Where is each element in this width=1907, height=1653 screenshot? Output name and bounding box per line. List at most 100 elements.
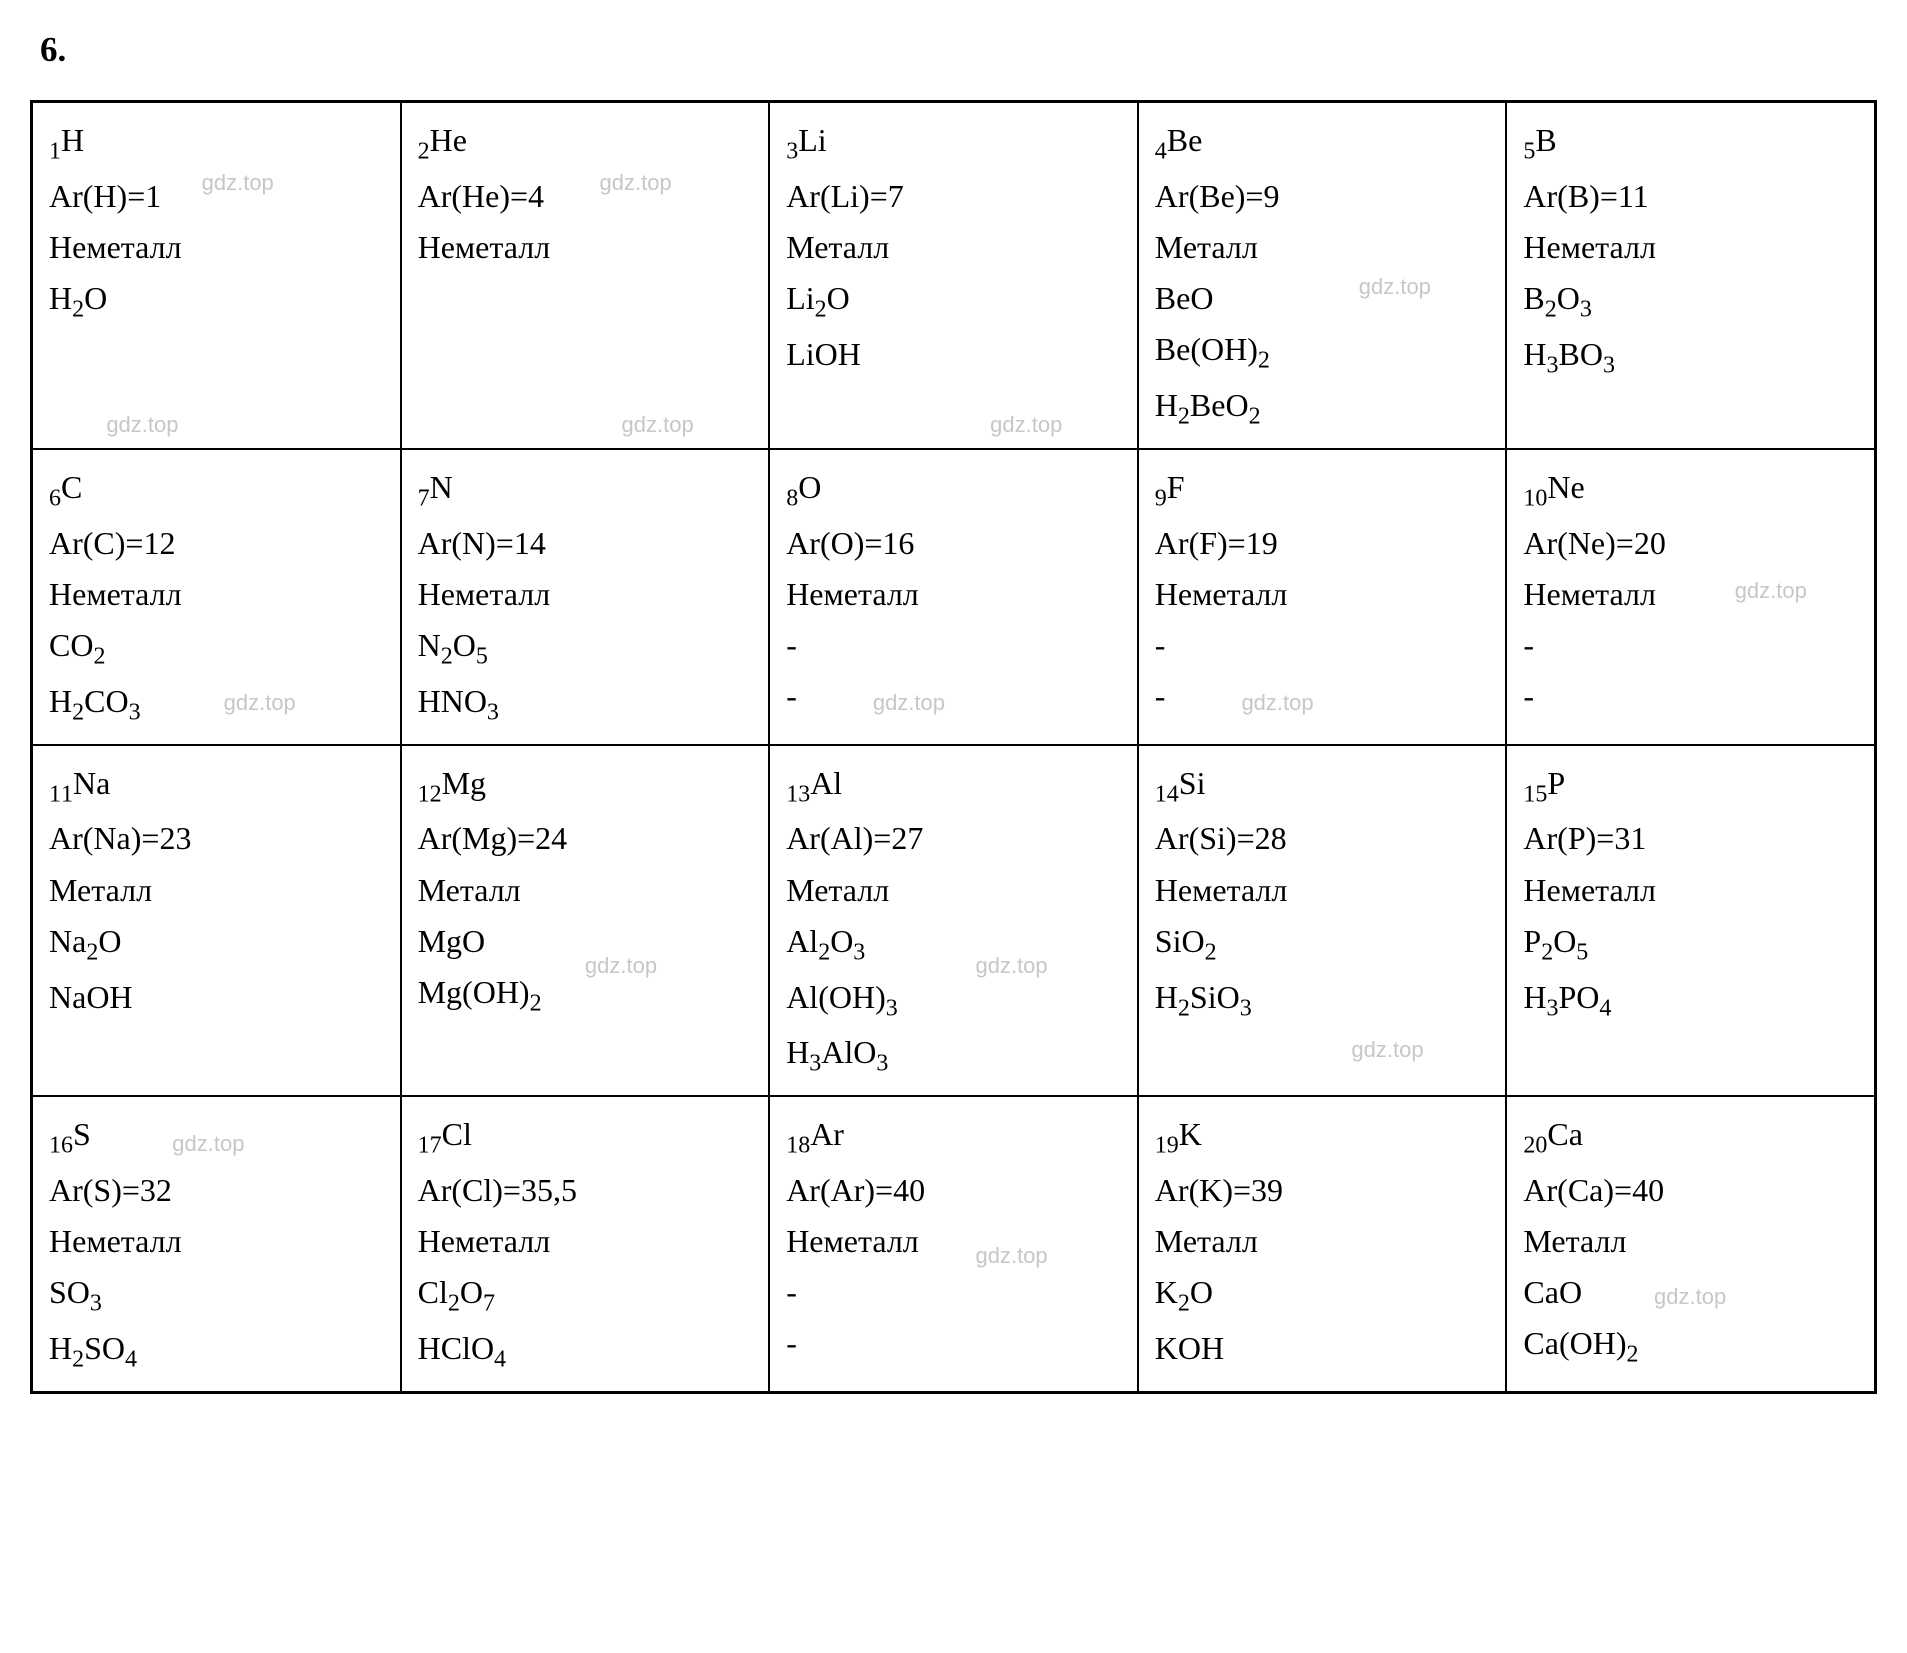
cell-line: 7N: [418, 462, 753, 518]
cell-line: Na2O: [49, 916, 384, 972]
table-cell: 5BAr(B)=11НеметаллB2O3H3BO3: [1506, 102, 1875, 449]
table-cell: 1HAr(H)=1НеметаллH2Ogdz.topgdz.top: [32, 102, 401, 449]
cell-line: Ar(O)=16: [786, 518, 1121, 569]
cell-line: Ar(K)=39: [1155, 1165, 1490, 1216]
cell-line: Неметалл: [1523, 865, 1858, 916]
cell-line: H2SiO3: [1155, 972, 1490, 1028]
cell-line: Ca(OH)2: [1523, 1318, 1858, 1374]
cell-line: Ar(Ar)=40: [786, 1165, 1121, 1216]
table-cell: 6CAr(C)=12НеметаллCO2H2CO3gdz.top: [32, 449, 401, 745]
cell-line: 12Mg: [418, 758, 753, 814]
cell-line: Неметалл: [49, 569, 384, 620]
cell-line: Ar(Ne)=20: [1523, 518, 1858, 569]
cell-line: BeO: [1155, 273, 1490, 324]
table-cell: 17ClAr(Cl)=35,5НеметаллCl2O7HClO4: [401, 1096, 770, 1392]
cell-line: Неметалл: [49, 1216, 384, 1267]
cell-line: 15P: [1523, 758, 1858, 814]
cell-line: B2O3: [1523, 273, 1858, 329]
cell-line: Неметалл: [1523, 569, 1858, 620]
cell-line: Ar(Na)=23: [49, 813, 384, 864]
cell-line: Ar(P)=31: [1523, 813, 1858, 864]
cell-line: 2He: [418, 115, 753, 171]
cell-line: 6C: [49, 462, 384, 518]
cell-line: -: [1155, 620, 1490, 671]
cell-line: Li2O: [786, 273, 1121, 329]
cell-line: Металл: [786, 865, 1121, 916]
cell-line: Металл: [49, 865, 384, 916]
cell-line: HClO4: [418, 1323, 753, 1379]
cell-line: KOH: [1155, 1323, 1490, 1374]
cell-line: Неметалл: [49, 222, 384, 273]
element-table: 1HAr(H)=1НеметаллH2Ogdz.topgdz.top2HeAr(…: [30, 100, 1877, 1394]
table-cell: 10NeAr(Ne)=20Неметалл--gdz.top: [1506, 449, 1875, 745]
table-cell: 19KAr(K)=39МеталлK2OKOH: [1138, 1096, 1507, 1392]
cell-line: Неметалл: [786, 1216, 1121, 1267]
cell-line: 5B: [1523, 115, 1858, 171]
cell-line: -: [786, 671, 1121, 722]
cell-line: Ar(Ca)=40: [1523, 1165, 1858, 1216]
cell-line: Металл: [786, 222, 1121, 273]
cell-line: 9F: [1155, 462, 1490, 518]
table-cell: 7NAr(N)=14НеметаллN2O5HNO3: [401, 449, 770, 745]
table-cell: 13AlAr(Al)=27МеталлAl2O3Al(OH)3H3AlO3gdz…: [769, 745, 1138, 1097]
cell-line: Неметалл: [786, 569, 1121, 620]
cell-line: 14Si: [1155, 758, 1490, 814]
cell-line: N2O5: [418, 620, 753, 676]
cell-line: 20Ca: [1523, 1109, 1858, 1165]
table-cell: 2HeAr(He)=4Неметаллgdz.topgdz.top: [401, 102, 770, 449]
watermark: gdz.top: [106, 407, 178, 442]
cell-line: 11Na: [49, 758, 384, 814]
table-cell: 11NaAr(Na)=23МеталлNa2ONaOH: [32, 745, 401, 1097]
cell-line: Неметалл: [1523, 222, 1858, 273]
cell-line: Неметалл: [418, 222, 753, 273]
cell-line: -: [1523, 671, 1858, 722]
cell-line: Ar(H)=1: [49, 171, 384, 222]
table-cell: 12MgAr(Mg)=24МеталлMgOMg(OH)2gdz.top: [401, 745, 770, 1097]
table-cell: 18ArAr(Ar)=40Неметалл--gdz.top: [769, 1096, 1138, 1392]
cell-line: 19K: [1155, 1109, 1490, 1165]
cell-line: Ar(S)=32: [49, 1165, 384, 1216]
cell-line: 10Ne: [1523, 462, 1858, 518]
cell-line: H3PO4: [1523, 972, 1858, 1028]
cell-line: Ar(Si)=28: [1155, 813, 1490, 864]
cell-line: -: [786, 1318, 1121, 1369]
cell-line: -: [1523, 620, 1858, 671]
cell-line: Ar(C)=12: [49, 518, 384, 569]
page-title: 6.: [40, 30, 1877, 70]
cell-line: SO3: [49, 1267, 384, 1323]
cell-line: Al2O3: [786, 916, 1121, 972]
cell-line: Be(OH)2: [1155, 324, 1490, 380]
cell-line: Ar(Be)=9: [1155, 171, 1490, 222]
cell-line: -: [1155, 671, 1490, 722]
cell-line: Неметалл: [418, 569, 753, 620]
cell-line: Ar(F)=19: [1155, 518, 1490, 569]
cell-line: Неметалл: [1155, 865, 1490, 916]
cell-line: P2O5: [1523, 916, 1858, 972]
cell-line: Неметалл: [1155, 569, 1490, 620]
cell-line: 17Cl: [418, 1109, 753, 1165]
cell-line: -: [786, 620, 1121, 671]
cell-line: MgO: [418, 916, 753, 967]
cell-line: 3Li: [786, 115, 1121, 171]
cell-line: 4Be: [1155, 115, 1490, 171]
table-cell: 4BeAr(Be)=9МеталлBeOBe(OH)2H2BeO2gdz.top: [1138, 102, 1507, 449]
cell-line: H2SO4: [49, 1323, 384, 1379]
cell-line: Металл: [1155, 1216, 1490, 1267]
table-cell: 16SAr(S)=32НеметаллSO3H2SO4gdz.top: [32, 1096, 401, 1392]
table-cell: 20CaAr(Ca)=40МеталлCaOCa(OH)2gdz.top: [1506, 1096, 1875, 1392]
cell-line: Ar(N)=14: [418, 518, 753, 569]
cell-line: Cl2O7: [418, 1267, 753, 1323]
watermark: gdz.top: [990, 407, 1062, 442]
cell-line: 1H: [49, 115, 384, 171]
table-cell: 9FAr(F)=19Неметалл--gdz.top: [1138, 449, 1507, 745]
cell-line: 16S: [49, 1109, 384, 1165]
cell-line: H2O: [49, 273, 384, 329]
cell-line: SiO2: [1155, 916, 1490, 972]
cell-line: 18Ar: [786, 1109, 1121, 1165]
watermark: gdz.top: [1351, 1032, 1423, 1067]
cell-line: Ar(Cl)=35,5: [418, 1165, 753, 1216]
cell-line: NaOH: [49, 972, 384, 1023]
cell-line: Ar(B)=11: [1523, 171, 1858, 222]
cell-line: Металл: [1523, 1216, 1858, 1267]
cell-line: H2BeO2: [1155, 380, 1490, 436]
